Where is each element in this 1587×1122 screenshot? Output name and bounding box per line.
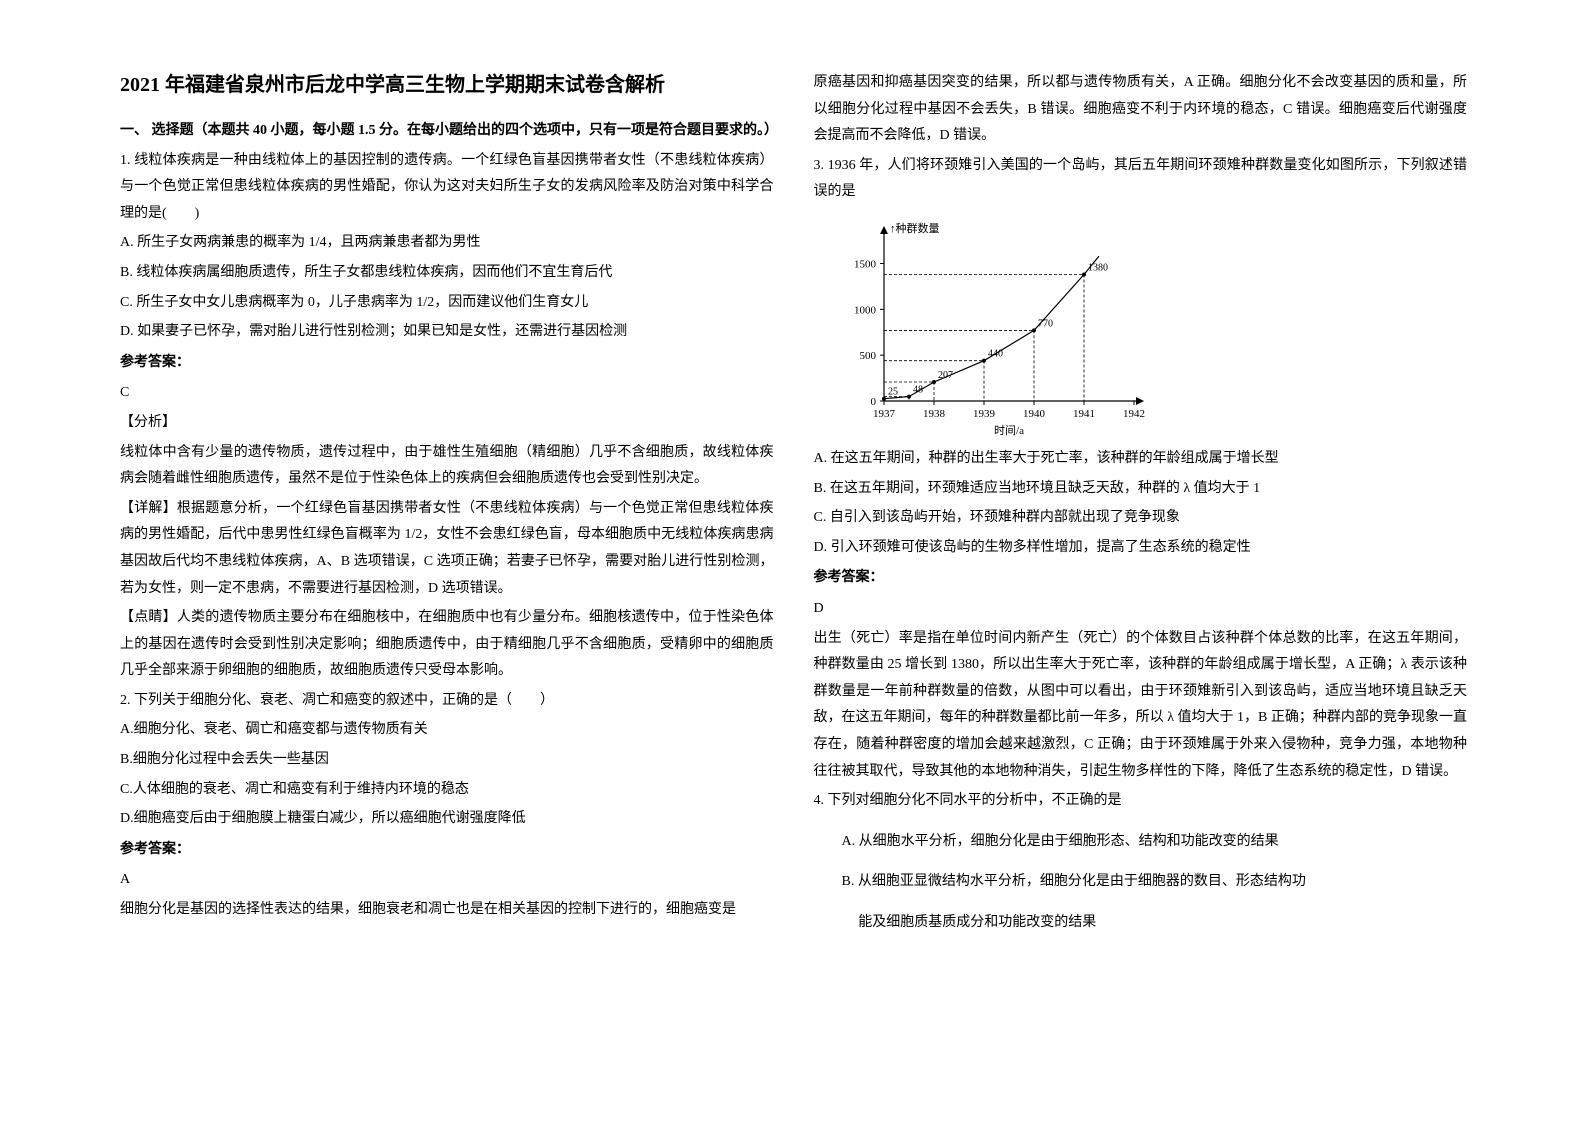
svg-text:1380: 1380	[1088, 262, 1108, 273]
q2-stem: 2. 下列关于细胞分化、衰老、凋亡和癌变的叙述中，正确的是（ ）	[120, 688, 774, 715]
q3-stem: 3. 1936 年，人们将环颈雉引入美国的一个岛屿，其后五年期间环颈雉种群数量变…	[814, 153, 1468, 206]
svg-text:1937: 1937	[873, 408, 896, 420]
q3-answer-letter: D	[814, 596, 1468, 623]
q3-option-a: A. 在这五年期间，种群的出生率大于死亡率，该种群的年龄组成属于增长型	[814, 446, 1468, 473]
q3-option-d: D. 引入环颈雉可使该岛屿的生物多样性增加，提高了生态系统的稳定性	[814, 535, 1468, 562]
svg-text:207: 207	[938, 370, 953, 381]
q4-option-b: B. 从细胞亚显微结构水平分析，细胞分化是由于细胞器的数目、形态结构功	[814, 869, 1468, 896]
section-heading: 一、 选择题（本题共 40 小题，每小题 1.5 分。在每小题给出的四个选项中，…	[120, 118, 774, 145]
q2-answer-letter: A	[120, 867, 774, 894]
svg-text:1500: 1500	[854, 258, 877, 270]
q4-option-b-cont: 能及细胞质基质成分和功能改变的结果	[814, 910, 1468, 937]
q1-answer-label: 参考答案：	[120, 350, 774, 377]
q2-option-d: D.细胞癌变后由于细胞膜上糖蛋白减少，所以癌细胞代谢强度降低	[120, 806, 774, 833]
svg-text:1940: 1940	[1023, 408, 1046, 420]
q2-option-b: B.细胞分化过程中会丢失一些基因	[120, 747, 774, 774]
q4-option-a: A. 从细胞水平分析，细胞分化是由于细胞形态、结构和功能改变的结果	[814, 829, 1468, 856]
document-title: 2021 年福建省泉州市后龙中学高三生物上学期期末试卷含解析	[120, 70, 774, 100]
svg-text:48: 48	[913, 385, 923, 396]
q1-analysis-p1: 线粒体中含有少量的遗传物质，遗传过程中，由于雄性生殖细胞（精细胞）几乎不含细胞质…	[120, 440, 774, 493]
q1-answer-letter: C	[120, 380, 774, 407]
q2-answer-label: 参考答案：	[120, 837, 774, 864]
svg-text:500: 500	[859, 350, 876, 362]
q1-option-c: C. 所生子女中女儿患病概率为 0，儿子患病率为 1/2，因而建议他们生育女儿	[120, 290, 774, 317]
svg-text:1941: 1941	[1073, 408, 1095, 420]
q1-analysis-p2: 【详解】根据题意分析，一个红绿色盲基因携带者女性（不患线粒体疾病）与一个色觉正常…	[120, 496, 774, 602]
population-line-chart: ↑种群数量 0 500 1000 1500 1937 1938 1939 1940 1941 194…	[834, 216, 1154, 436]
svg-text:0: 0	[870, 396, 876, 408]
q3-option-b: B. 在这五年期间，环颈雉适应当地环境且缺乏天敌，种群的 λ 值均大于 1	[814, 476, 1468, 503]
svg-text:1000: 1000	[854, 304, 877, 316]
right-column: 原癌基因和抑癌基因突变的结果，所以都与遗传物质有关，A 正确。细胞分化不会改变基…	[794, 70, 1488, 1052]
q3-option-c: C. 自引入到该岛屿开始，环颈雉种群内部就出现了竞争现象	[814, 505, 1468, 532]
q3-chart: ↑种群数量 0 500 1000 1500 1937 1938 1939 1940 1941 194…	[834, 216, 1468, 436]
q2-analysis-p1-left: 细胞分化是基因的选择性表达的结果，细胞衰老和凋亡也是在相关基因的控制下进行的，细…	[120, 897, 774, 924]
svg-text:↑种群数量: ↑种群数量	[890, 221, 940, 235]
q1-option-d: D. 如果妻子已怀孕，需对胎儿进行性别检测；如果已知是女性，还需进行基因检测	[120, 319, 774, 346]
q1-stem: 1. 线粒体疾病是一种由线粒体上的基因控制的遗传病。一个红绿色盲基因携带者女性（…	[120, 148, 774, 228]
svg-text:440: 440	[988, 349, 1003, 360]
svg-text:时间/a: 时间/a	[994, 424, 1024, 436]
svg-text:1939: 1939	[973, 408, 996, 420]
svg-text:25: 25	[888, 387, 898, 398]
svg-text:1942: 1942	[1123, 408, 1145, 420]
svg-text:1938: 1938	[923, 408, 946, 420]
q2-option-c: C.人体细胞的衰老、凋亡和癌变有利于维持内环境的稳态	[120, 777, 774, 804]
q1-option-a: A. 所生子女两病兼患的概率为 1/4，且两病兼患者都为男性	[120, 230, 774, 257]
q3-answer-label: 参考答案：	[814, 565, 1468, 592]
q2-analysis-continued: 原癌基因和抑癌基因突变的结果，所以都与遗传物质有关，A 正确。细胞分化不会改变基…	[814, 70, 1468, 150]
q1-analysis-label: 【分析】	[120, 410, 774, 437]
q3-analysis: 出生（死亡）率是指在单位时间内新产生（死亡）的个体数目占该种群个体总数的比率，在…	[814, 626, 1468, 786]
q1-option-b: B. 线粒体疾病属细胞质遗传，所生子女都患线粒体疾病，因而他们不宜生育后代	[120, 260, 774, 287]
q4-stem: 4. 下列对细胞分化不同水平的分析中，不正确的是	[814, 788, 1468, 815]
left-column: 2021 年福建省泉州市后龙中学高三生物上学期期末试卷含解析 一、 选择题（本题…	[100, 70, 794, 1052]
q2-option-a: A.细胞分化、衰老、碉亡和癌变都与遗传物质有关	[120, 717, 774, 744]
svg-text:770: 770	[1038, 318, 1053, 329]
q1-analysis-p3: 【点睛】人类的遗传物质主要分布在细胞核中，在细胞质中也有少量分布。细胞核遗传中，…	[120, 605, 774, 685]
